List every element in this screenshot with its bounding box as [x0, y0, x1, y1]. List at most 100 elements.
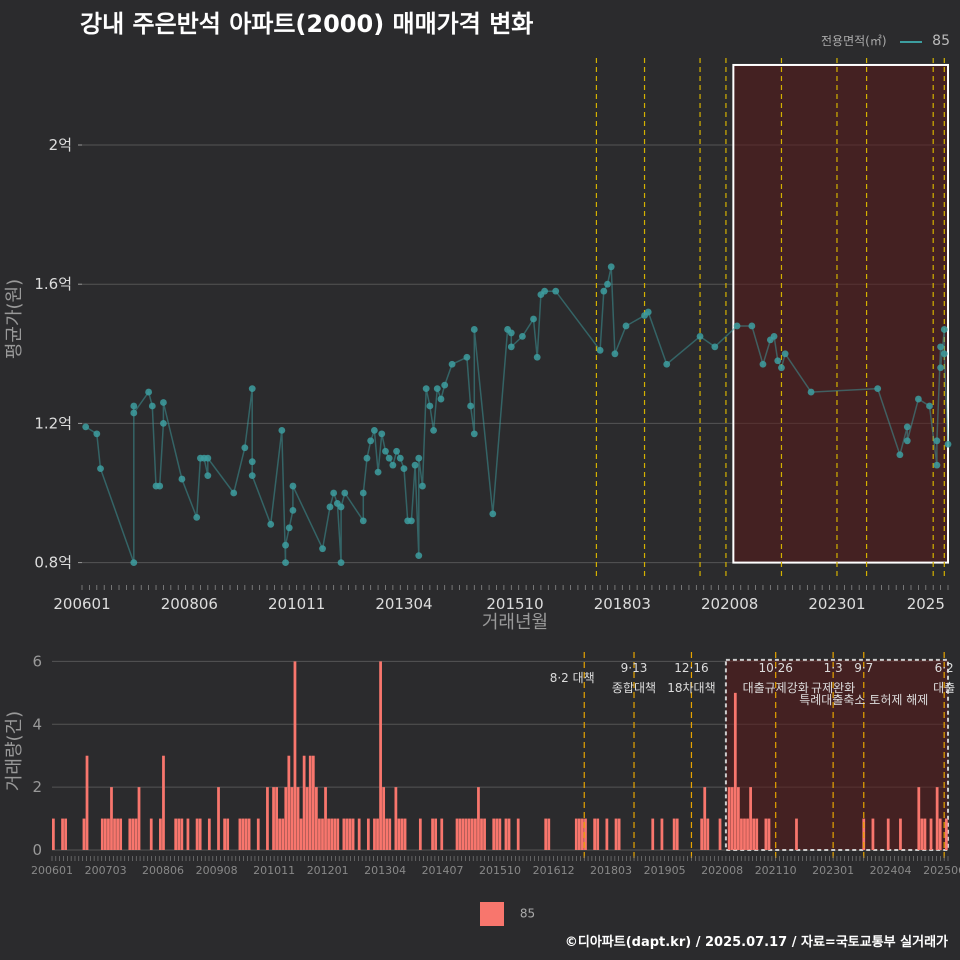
data-point — [204, 472, 212, 479]
data-point — [248, 472, 256, 479]
data-point — [933, 461, 941, 469]
x-tick-label: 200806 — [161, 595, 218, 613]
data-point — [748, 322, 756, 330]
data-point — [519, 333, 526, 340]
legend-bar-label: 85 — [519, 906, 536, 921]
bar — [467, 818, 471, 850]
data-point — [607, 263, 615, 271]
bar — [871, 818, 875, 850]
bar — [700, 818, 704, 850]
data-point — [448, 360, 456, 368]
bar-x-tick-label: 201407 — [422, 864, 464, 877]
policy-annotation: 9·13 — [621, 661, 648, 675]
bar — [342, 818, 346, 850]
bar — [287, 755, 291, 850]
bar — [672, 818, 676, 850]
bar — [492, 818, 496, 850]
bar — [195, 818, 199, 850]
data-point — [663, 360, 671, 368]
legend-title: 전용면적(㎡) — [820, 34, 887, 48]
bar — [495, 818, 499, 850]
data-point — [337, 503, 345, 511]
y-tick-label: 2억 — [49, 136, 72, 154]
x-tick-label: 201803 — [594, 595, 651, 613]
data-point — [367, 437, 375, 445]
bar — [275, 787, 278, 850]
bar-x-tick-label: 200601 — [31, 864, 73, 877]
data-point — [600, 287, 608, 295]
data-point — [393, 447, 400, 455]
data-point — [130, 559, 138, 566]
bar — [660, 818, 664, 850]
data-point — [230, 489, 238, 497]
data-point — [770, 333, 778, 340]
data-point — [411, 461, 419, 469]
bar-x-tick-label: 201510 — [479, 864, 521, 877]
bar — [311, 755, 315, 850]
data-point — [711, 343, 719, 351]
bar — [736, 787, 740, 850]
series-line — [85, 266, 949, 563]
data-point — [385, 454, 393, 462]
data-point — [874, 385, 882, 392]
bar — [944, 818, 948, 850]
data-point — [130, 409, 138, 417]
data-point — [604, 280, 611, 288]
bar — [149, 818, 153, 850]
legend-top: 전용면적(㎡) 85 — [821, 32, 950, 49]
data-point — [289, 507, 297, 514]
data-point — [407, 517, 415, 525]
bar — [749, 787, 752, 850]
y-tick-label: 1.6억 — [34, 275, 72, 293]
bar — [357, 818, 361, 850]
bar — [938, 818, 942, 850]
bar — [382, 787, 386, 850]
bar — [727, 787, 731, 850]
x-tick-label: 201304 — [375, 595, 432, 613]
bar-y-tick-label: 4 — [32, 715, 42, 733]
data-point — [781, 350, 789, 358]
data-point — [319, 545, 326, 553]
y-axis-title: 평균가(원) — [4, 279, 25, 359]
data-point — [467, 402, 474, 410]
data-point — [422, 385, 430, 392]
bar — [52, 818, 55, 850]
data-point — [370, 426, 378, 434]
data-point — [97, 465, 104, 473]
data-point — [267, 520, 275, 528]
bar — [348, 818, 352, 850]
data-point — [93, 430, 101, 438]
bar — [134, 818, 138, 850]
bar — [385, 818, 389, 850]
data-point — [940, 326, 948, 333]
data-point — [426, 402, 434, 410]
bar-x-tick-label: 200703 — [85, 864, 127, 877]
bar — [321, 818, 324, 850]
data-point — [359, 489, 367, 497]
data-point — [441, 381, 449, 389]
highlight-box — [732, 63, 949, 564]
bar — [434, 818, 438, 850]
bar — [740, 818, 743, 850]
bar-x-tick-label: 202110 — [755, 864, 797, 877]
bar — [498, 818, 502, 850]
bar — [593, 818, 597, 850]
bar — [223, 818, 227, 850]
bar — [752, 818, 756, 850]
bar — [617, 818, 621, 850]
legend-line-swatch — [900, 40, 923, 43]
bar — [746, 818, 749, 850]
bar — [82, 818, 86, 850]
data-point — [933, 437, 941, 445]
bar — [474, 818, 477, 850]
bar — [327, 818, 330, 850]
bar — [177, 818, 181, 850]
bar — [403, 818, 407, 850]
bar-x-tick-label: 201201 — [307, 864, 349, 877]
x-tick-label: 200601 — [53, 595, 110, 613]
bar — [247, 818, 251, 850]
data-point — [415, 552, 423, 560]
bar — [180, 818, 184, 850]
bar — [929, 818, 933, 850]
legend-bottom: 85 — [480, 902, 535, 926]
